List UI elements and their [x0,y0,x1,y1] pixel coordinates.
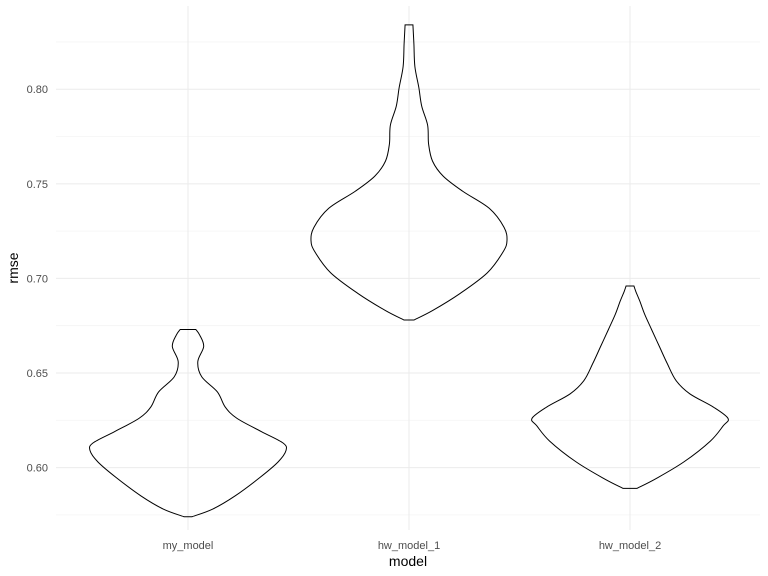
violin-hw-model-2 [531,285,729,489]
violins [88,24,729,518]
x-axis-ticks: my_model hw_model_1 hw_model_2 [163,540,662,552]
y-tick-label: 0.75 [27,179,48,191]
y-tick-label: 0.60 [27,463,48,475]
violin-my-model [88,328,288,518]
violin-hw-model-1 [310,24,508,321]
y-axis-title: rmse [5,252,21,283]
y-tick-label: 0.65 [27,368,48,380]
y-axis-ticks: 0.60 0.65 0.70 0.75 0.80 [27,84,48,474]
y-tick-label: 0.70 [27,273,48,285]
y-tick-label: 0.80 [27,84,48,96]
x-tick-label: my_model [163,540,214,552]
grid [56,6,760,530]
x-axis-title: model [389,553,427,569]
x-tick-label: hw_model_2 [599,540,661,552]
x-tick-label: hw_model_1 [378,540,440,552]
